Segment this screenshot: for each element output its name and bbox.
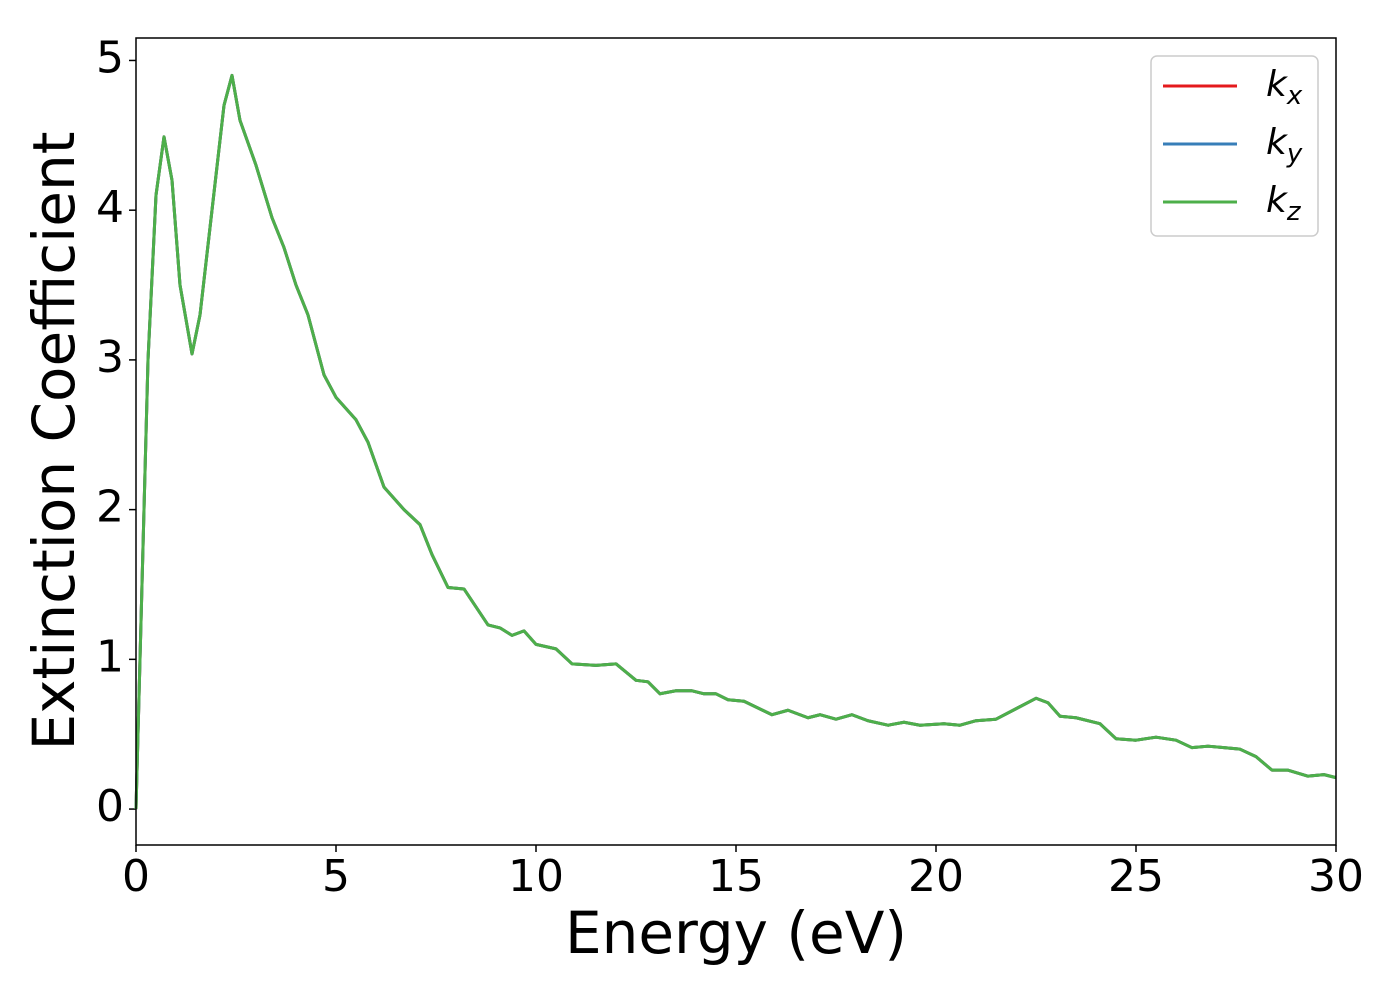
x-tick-label: 0 [122,851,150,902]
y-tick-label: 3 [96,332,124,383]
y-tick-label: 5 [96,32,124,83]
y-axis-label: Extinction Coefficient [20,132,88,751]
x-tick-label: 5 [322,851,350,902]
x-tick-label: 15 [708,851,764,902]
x-tick-label: 30 [1308,851,1364,902]
legend: kx ky kz [1150,55,1319,237]
x-tick-label: 20 [908,851,964,902]
legend-label: kz [1266,180,1302,227]
legend-box [1150,55,1319,237]
legend-label: ky [1266,122,1303,169]
y-tick-label: 0 [96,781,124,832]
plot-frame [135,37,1337,846]
y-tick-label: 2 [96,482,124,533]
x-axis-label: Energy (eV) [565,899,907,967]
legend-label: kx [1266,64,1303,111]
y-tick-label: 1 [96,631,124,682]
line [134,73,1337,810]
x-tick-label: 10 [508,851,564,902]
y-tick-label: 4 [96,182,124,233]
x-tick-label: 25 [1108,851,1164,902]
